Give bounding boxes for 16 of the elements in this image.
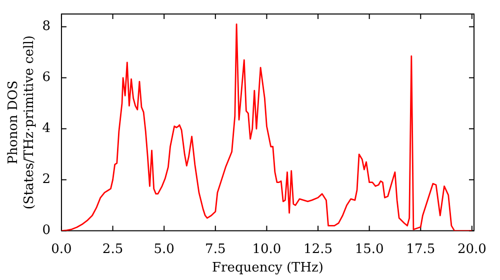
x-tick-label: 17.5 [406,242,436,257]
x-tick-label: 15.0 [354,242,384,257]
y-tick-label: 6 [42,70,50,86]
y-axis-title: Phonon DOS (States/THz·primitive cell) [6,35,37,210]
x-tick-label: 12.5 [304,242,332,257]
y-tick-label: 2 [42,172,50,188]
y-tick-label: 4 [42,121,50,136]
x-axis-title: Frequency (THz) [212,260,324,276]
x-tick-label: 0.0 [51,242,72,257]
y-tick-label: 0 [42,223,50,238]
y-tick-label: 8 [42,19,50,34]
x-tick-label: 5.0 [154,242,174,257]
x-tick-label: 20.0 [457,242,486,257]
x-tick-label: 2.5 [102,242,124,257]
x-tick-label: 7.5 [205,242,226,257]
x-tick-label: 10.0 [252,242,282,257]
